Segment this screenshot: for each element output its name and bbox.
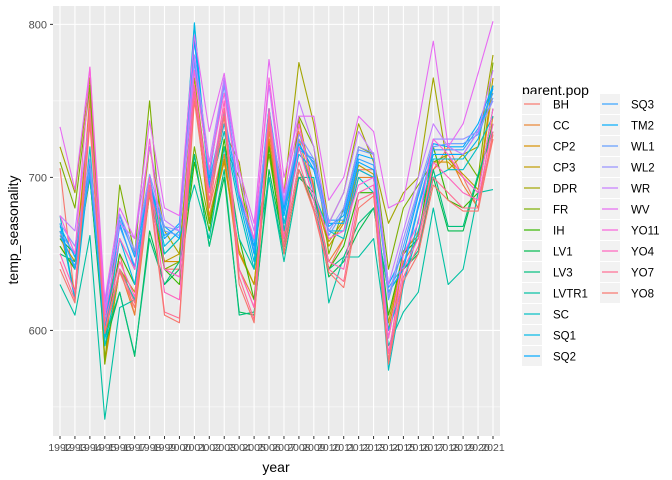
legend: parent.pop BHCCCP2CP3DPRFRIHLV1LV3LVTR1S… [522, 82, 660, 366]
legend-item-lvtr1: LVTR1 [522, 283, 588, 303]
legend-item-wr: WR [600, 178, 650, 198]
x-tick-label: 1996 [108, 442, 132, 454]
legend-label: YO7 [631, 268, 654, 280]
legend-item-yo4: YO4 [600, 241, 655, 261]
legend-label: WL2 [631, 163, 655, 175]
legend-item-yo7: YO7 [600, 262, 654, 282]
x-tick-label: 2019 [451, 442, 475, 454]
x-tick-label: 2016 [407, 442, 431, 454]
legend-item-yo11: YO11 [600, 220, 660, 240]
legend-label: WL1 [631, 142, 655, 154]
legend-label: YO8 [631, 289, 654, 301]
x-tick-label: 1993 [63, 442, 87, 454]
series-line-yo4 [59, 85, 494, 354]
legend-item-wv: WV [600, 199, 650, 219]
x-tick-label: 1992 [48, 442, 72, 454]
series-line-wr [59, 54, 494, 309]
y-axis: 600 700 800 [29, 19, 53, 337]
legend-label: SQ1 [553, 331, 576, 343]
legend-label: TM2 [631, 121, 654, 133]
legend-label: SQ3 [631, 100, 654, 112]
legend-item-wl2: WL2 [600, 157, 655, 177]
x-tick-label: 2012 [347, 442, 371, 454]
x-tick-label: 1997 [123, 442, 147, 454]
legend-item-sq1: SQ1 [522, 325, 576, 345]
legend-item-cp2: CP2 [522, 136, 575, 156]
x-tick-label: 1998 [138, 442, 162, 454]
series-line-wl2 [59, 69, 494, 313]
y-tick-label: 700 [29, 172, 47, 184]
x-tick-label: 2004 [227, 442, 251, 454]
x-tick-label: 2015 [392, 442, 416, 454]
legend-label: CP2 [553, 142, 575, 154]
legend-label: FR [553, 205, 568, 217]
y-axis-title: temp_seasonality [5, 176, 21, 285]
legend-item-sq2: SQ2 [522, 346, 576, 366]
x-tick-label: 2005 [242, 442, 266, 454]
plot-panel [53, 6, 500, 436]
x-tick-label: 2000 [168, 442, 192, 454]
legend-item-lv3: LV3 [522, 262, 573, 282]
legend-item-cc: CC [522, 115, 570, 135]
legend-label: SQ2 [553, 352, 576, 364]
legend-item-fr: FR [522, 199, 568, 219]
legend-label: DPR [553, 184, 577, 196]
series-line-wv [59, 21, 494, 301]
series-line-yo11 [59, 66, 494, 339]
x-tick-label: 2006 [257, 442, 281, 454]
x-tick-label: 2021 [481, 442, 505, 454]
x-tick-label: 1995 [93, 442, 117, 454]
legend-label: YO4 [631, 247, 655, 259]
x-tick-label: 2013 [362, 442, 386, 454]
legend-item-sc: SC [522, 304, 569, 324]
legend-label: CP3 [553, 163, 575, 175]
x-tick-label: 2002 [198, 442, 222, 454]
legend-item-yo8: YO8 [600, 283, 654, 303]
x-tick-label: 1999 [153, 442, 177, 454]
legend-label: WV [631, 205, 650, 217]
legend-item-ih: IH [522, 220, 565, 240]
legend-item-tm2: TM2 [600, 115, 654, 135]
x-tick-label: 2014 [377, 442, 401, 454]
series-line-yo7 [59, 92, 494, 362]
legend-label: LVTR1 [553, 289, 588, 301]
y-tick-label: 800 [29, 19, 47, 31]
legend-label: WR [631, 184, 650, 196]
legend-item-cp3: CP3 [522, 157, 575, 177]
legend-label: IH [553, 226, 565, 238]
x-tick-label: 2001 [183, 442, 207, 454]
legend-label: YO11 [631, 226, 660, 238]
legend-item-wl1: WL1 [600, 136, 655, 156]
legend-label: CC [553, 121, 570, 133]
legend-label: LV1 [553, 247, 573, 259]
x-tick-label: 2008 [287, 442, 311, 454]
x-tick-label: 2011 [332, 442, 355, 454]
y-tick-label: 600 [29, 325, 47, 337]
x-tick-label: 2007 [272, 442, 296, 454]
series-line-sq3 [59, 54, 494, 324]
legend-item-sq3: SQ3 [600, 94, 654, 114]
x-tick-label: 1994 [78, 442, 102, 454]
x-tick-label: 2020 [466, 442, 490, 454]
legend-label: LV3 [553, 268, 573, 280]
x-tick-label: 2018 [437, 442, 461, 454]
legend-label: BH [553, 100, 569, 112]
x-tick-label: 2010 [317, 442, 341, 454]
x-tick-label: 2009 [302, 442, 326, 454]
legend-label: SC [553, 310, 569, 322]
x-axis: 1992199319941995199619971998199920002001… [48, 436, 505, 454]
x-tick-label: 2017 [422, 442, 446, 454]
x-axis-title: year [262, 459, 290, 475]
legend-item-lv1: LV1 [522, 241, 573, 261]
x-tick-label: 2003 [213, 442, 237, 454]
series-line-yo8 [59, 100, 494, 365]
legend-item-bh: BH [522, 94, 569, 114]
legend-item-dpr: DPR [522, 178, 577, 198]
